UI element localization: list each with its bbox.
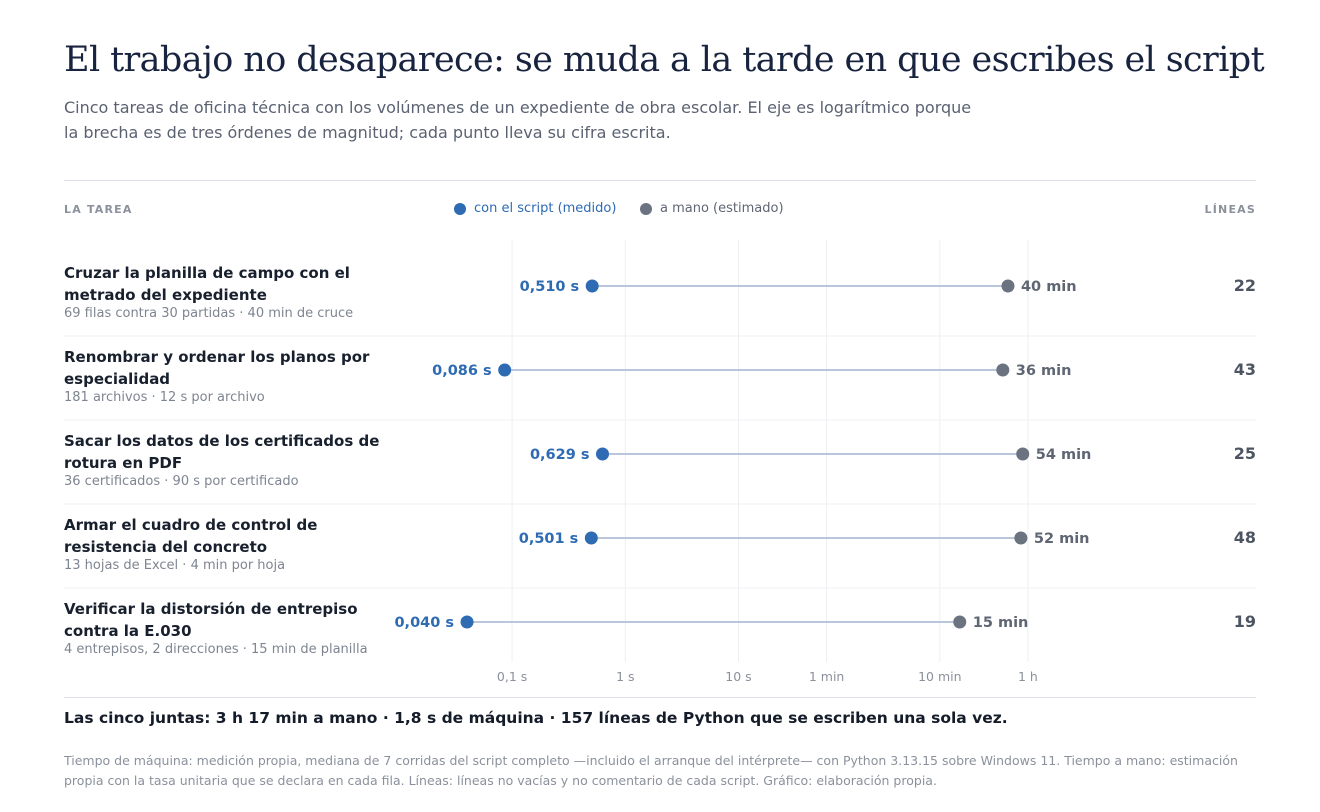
x-tick-label: 1 h xyxy=(1018,669,1038,684)
script-value-label: 0,040 s xyxy=(394,615,454,631)
task-lines-count: 19 xyxy=(1233,612,1256,631)
script-dot xyxy=(498,363,512,377)
legend-hand-label: a mano (estimado) xyxy=(660,201,784,216)
legend-script: con el script (medido) xyxy=(454,201,616,216)
bottom-divider xyxy=(64,697,1256,698)
task-note: 4 entrepisos, 2 direcciones · 15 min de … xyxy=(64,642,368,657)
script-dot xyxy=(585,279,599,293)
legend-hand-dot xyxy=(640,202,652,215)
task-note: 13 hojas de Excel · 4 min por hoja xyxy=(64,558,286,573)
hand-dot xyxy=(996,363,1010,377)
column-header-lines: LÍNEAS xyxy=(1204,203,1256,216)
hand-dot xyxy=(1014,531,1028,545)
task-name: Verificar la distorsión de entrepiso con… xyxy=(64,600,358,640)
summary-total: Las cinco juntas: 3 h 17 min a mano · 1,… xyxy=(64,709,1008,727)
task-lines-count: 25 xyxy=(1233,444,1256,463)
task-lines-count: 22 xyxy=(1233,276,1256,295)
x-tick-label: 1 min xyxy=(809,669,845,684)
task-lines-count: 43 xyxy=(1233,360,1256,379)
hand-dot xyxy=(1001,279,1015,293)
task-name: Renombrar y ordenar los planos por espec… xyxy=(64,348,370,388)
legend-script-dot xyxy=(454,202,466,215)
hand-value-label: 52 min xyxy=(1034,531,1090,547)
legend-hand: a mano (estimado) xyxy=(640,201,784,216)
task-note: 36 certificados · 90 s por certificado xyxy=(64,474,299,489)
column-header-task: LA TAREA xyxy=(64,203,133,216)
task-lines-count: 48 xyxy=(1233,528,1256,547)
script-value-label: 0,501 s xyxy=(519,531,579,547)
task-name: Cruzar la planilla de campo con el metra… xyxy=(64,264,350,304)
hand-value-label: 54 min xyxy=(1036,447,1092,463)
script-value-label: 0,510 s xyxy=(520,279,580,295)
chart-title: El trabajo no desaparece: se muda a la t… xyxy=(64,40,1265,80)
hand-value-label: 15 min xyxy=(973,615,1029,631)
x-tick-label: 0,1 s xyxy=(497,669,527,684)
hand-dot xyxy=(1016,447,1030,461)
chart-subtitle: Cinco tareas de oficina técnica con los … xyxy=(64,98,972,142)
legend-script-label: con el script (medido) xyxy=(474,201,617,216)
source-note: Tiempo de máquina: medición propia, medi… xyxy=(64,753,1238,788)
x-tick-label: 10 min xyxy=(918,669,961,684)
script-dot xyxy=(595,447,609,461)
x-tick-label: 10 s xyxy=(725,669,751,684)
task-name: Armar el cuadro de control de resistenci… xyxy=(64,516,318,556)
script-dot xyxy=(460,615,474,629)
hand-value-label: 36 min xyxy=(1016,363,1072,379)
hand-dot xyxy=(953,615,967,629)
task-note: 181 archivos · 12 s por archivo xyxy=(64,390,265,405)
script-value-label: 0,629 s xyxy=(530,447,590,463)
top-divider xyxy=(64,180,1256,181)
script-value-label: 0,086 s xyxy=(432,363,492,379)
script-dot xyxy=(584,531,598,545)
task-note: 69 filas contra 30 partidas · 40 min de … xyxy=(64,306,354,321)
x-tick-label: 1 s xyxy=(616,669,634,684)
task-name: Sacar los datos de los certificados de r… xyxy=(64,432,380,472)
hand-value-label: 40 min xyxy=(1021,279,1077,295)
